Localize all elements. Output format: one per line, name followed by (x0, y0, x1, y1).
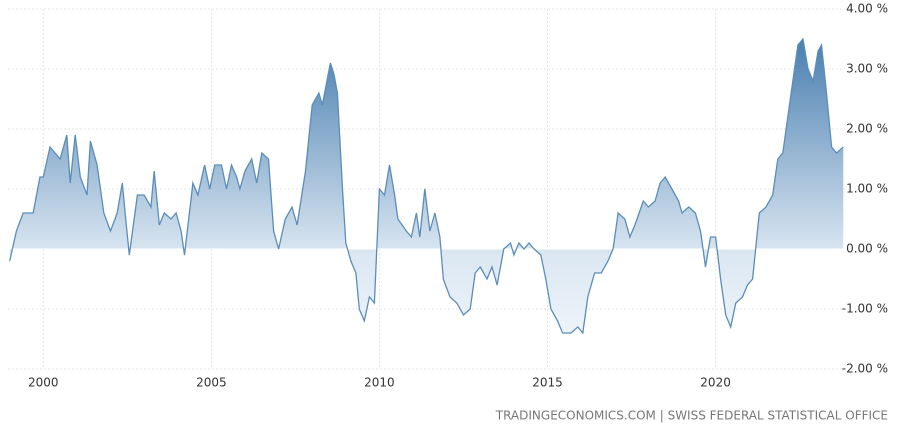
y-tick-label: 3.00 % (846, 62, 888, 76)
y-tick-label: 4.00 % (846, 2, 888, 16)
line (9, 37, 844, 335)
x-tick-label: 2015 (532, 376, 563, 390)
x-tick-label: 2010 (364, 376, 395, 390)
x-tick-label: 2000 (28, 376, 59, 390)
y-tick-label: 2.00 % (846, 122, 888, 136)
plot (8, 37, 845, 335)
source: TRADINGECONOMICS.COM | SWISS FEDERAL STA… (495, 409, 888, 423)
y-tick-label: 1.00 % (846, 182, 888, 196)
x-tick-label: 2005 (196, 376, 227, 390)
y-tick-label: -2.00 % (842, 362, 888, 376)
x-tick-label: 2020 (700, 376, 731, 390)
grid (8, 8, 845, 370)
y-tick-label: 0.00 % (846, 242, 888, 256)
y-tick-label: -1.00 % (842, 302, 888, 316)
area (9, 39, 844, 333)
